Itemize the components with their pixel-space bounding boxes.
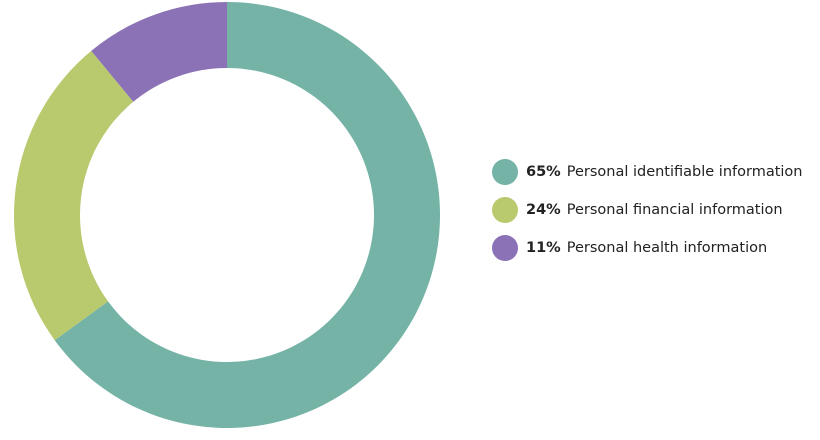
legend-label: Personal identifiable information [567, 164, 803, 180]
legend-entry: 11% Personal health information [526, 240, 767, 256]
legend-value: 65% [526, 164, 561, 180]
donut-slice [91, 2, 227, 102]
legend-label: Personal financial information [567, 202, 783, 218]
legend-marker [492, 235, 518, 261]
legend-value: 24% [526, 202, 561, 218]
legend-marker [492, 197, 518, 223]
legend-entry: 65% Personal identifiable information [526, 164, 803, 180]
legend-label: Personal health information [567, 240, 767, 256]
donut-slice [13, 50, 134, 341]
legend-entry: 24% Personal financial information [526, 202, 783, 218]
donut-slice [54, 2, 440, 428]
legend-value: 11% [526, 240, 561, 256]
legend-marker [492, 159, 518, 185]
